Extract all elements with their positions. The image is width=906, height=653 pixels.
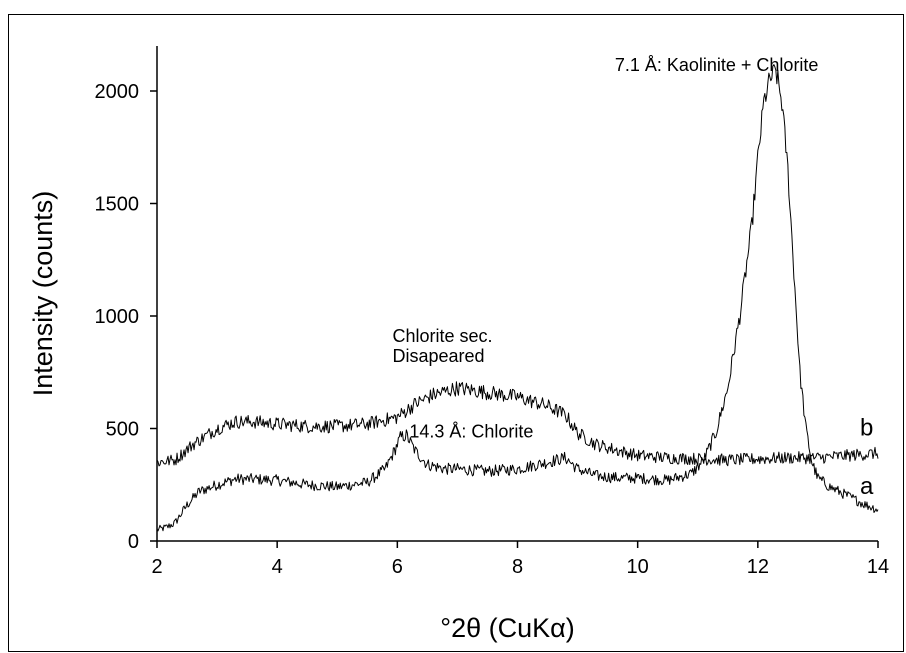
x-tick-label: 4 (272, 556, 283, 578)
x-tick-label: 8 (512, 556, 523, 578)
x-tick-label: 2 (151, 556, 162, 578)
y-tick-label: 1500 (95, 194, 140, 216)
annotation-label: Disapeared (393, 346, 485, 366)
y-axis-title: Intensity (counts) (28, 191, 58, 397)
x-tick-label: 10 (627, 556, 649, 578)
x-axis-title: °2θ (CuKα) (440, 613, 574, 643)
annotations: 7.1 Å: Kaolinite + Chlorite 14.3 Å: Chlor… (393, 55, 874, 500)
x-tick-label: 14 (867, 556, 889, 578)
y-tick-label: 1000 (95, 306, 140, 328)
series-label-b: b (860, 414, 873, 441)
annotation-label: 14.3 Å: Chlorite (409, 422, 533, 442)
series-lines (156, 64, 879, 532)
series-line-b (156, 381, 879, 467)
x-tick-label: 12 (747, 556, 769, 578)
y-tick-label: 500 (106, 419, 139, 441)
annotation-label: Chlorite sec. (393, 326, 493, 346)
axes: 2 4 6 8 10 12 14 0 500 1000 1500 2000 °2θ (CuKα) Inte… (28, 46, 889, 643)
y-tick-label: 2000 (95, 81, 140, 103)
annotation-label: 7.1 Å: Kaolinite + Chlorite (615, 55, 819, 75)
figure-frame (8, 14, 904, 652)
x-tick-label: 6 (392, 556, 403, 578)
y-tick-label: 0 (128, 531, 139, 553)
series-line-a (156, 64, 879, 532)
series-label-a: a (860, 473, 874, 500)
